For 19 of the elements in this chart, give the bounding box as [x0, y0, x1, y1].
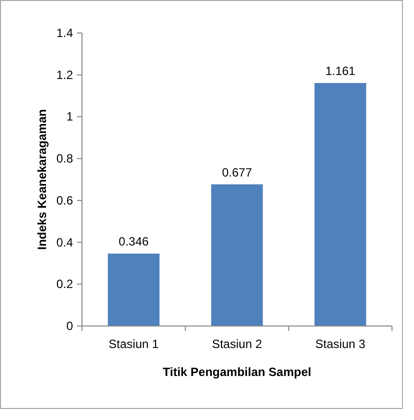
x-axis-title: Titik Pengambilan Sampel — [162, 365, 312, 379]
bar — [108, 254, 160, 326]
y-tick-label: 1.2 — [56, 68, 74, 82]
y-axis-title: Indeks Keanekaragaman — [35, 109, 49, 250]
x-tick-label: Stasiun 2 — [212, 337, 262, 351]
data-label: 1.161 — [325, 64, 356, 78]
y-tick-label: 0.4 — [56, 235, 74, 250]
data-label: 0.346 — [118, 234, 150, 249]
x-tick-label: Stasiun 1 — [108, 337, 160, 351]
data-label: 0.677 — [222, 165, 252, 180]
x-tick-label: Stasiun 3 — [315, 337, 366, 351]
y-tick-label: 1.4 — [56, 26, 74, 40]
y-tick-label: 0.8 — [56, 152, 74, 166]
y-tick-label: 0.2 — [56, 277, 74, 292]
y-tick-label: 0.6 — [56, 193, 74, 208]
y-tick-label: 0 — [66, 319, 74, 333]
bar — [314, 83, 366, 326]
y-tick-label: 1 — [66, 110, 74, 124]
bar — [211, 184, 263, 326]
